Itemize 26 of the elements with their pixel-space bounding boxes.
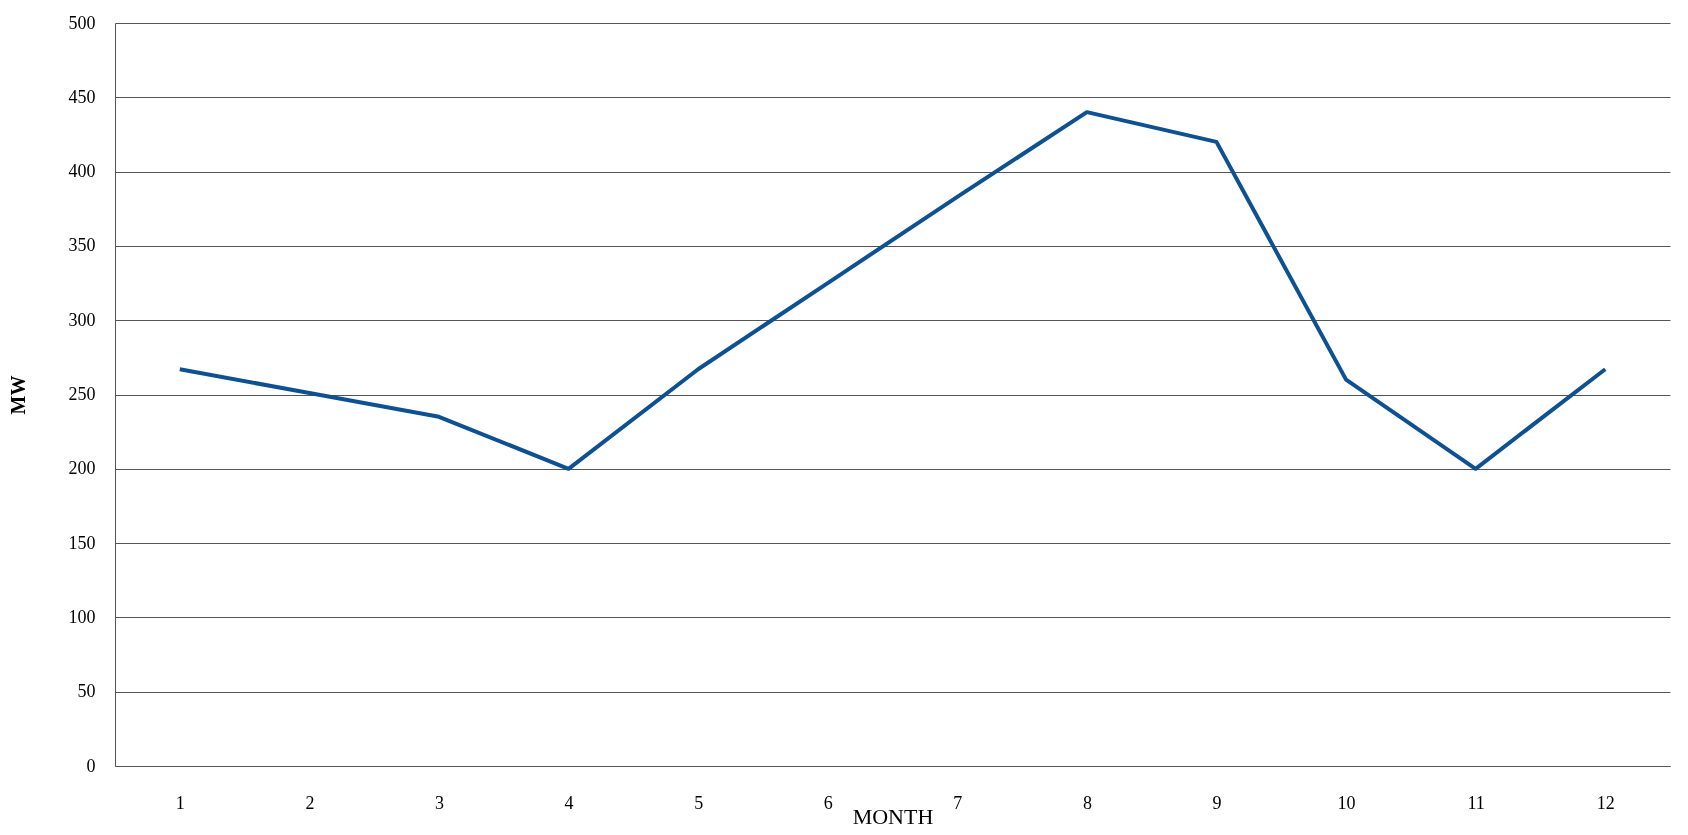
x-tick-label: 7 bbox=[953, 792, 963, 813]
y-tick-label: 500 bbox=[68, 12, 96, 33]
x-tick-label: 1 bbox=[175, 792, 185, 813]
x-tick-label: 11 bbox=[1467, 792, 1485, 813]
y-tick-label: 250 bbox=[68, 384, 96, 404]
y-tick-label: 450 bbox=[68, 86, 96, 107]
x-axis-title: MONTH bbox=[852, 803, 934, 829]
x-tick-label: 5 bbox=[694, 792, 704, 813]
y-tick-label: 150 bbox=[68, 532, 96, 553]
line-series bbox=[177, 110, 1608, 471]
y-tick-label: 50 bbox=[77, 681, 96, 702]
x-tick-label: 3 bbox=[434, 792, 444, 813]
y-tick-label: 200 bbox=[68, 458, 96, 479]
y-tick-label: 0 bbox=[86, 755, 96, 776]
x-tick-label: 12 bbox=[1596, 792, 1615, 813]
x-tick-label: 2 bbox=[305, 792, 315, 813]
x-tick-label: 9 bbox=[1212, 792, 1222, 813]
x-tick-label: 4 bbox=[564, 792, 574, 813]
y-tick-label: 350 bbox=[68, 235, 96, 256]
y-tick-label: 400 bbox=[68, 161, 96, 182]
x-tick-label: 6 bbox=[823, 792, 833, 813]
y-tick-label: 300 bbox=[68, 309, 96, 330]
y-tick-label: 100 bbox=[68, 606, 96, 627]
y-axis-title: MW bbox=[6, 375, 29, 415]
x-tick-label: 10 bbox=[1337, 792, 1356, 813]
x-tick-label: 8 bbox=[1082, 792, 1092, 813]
